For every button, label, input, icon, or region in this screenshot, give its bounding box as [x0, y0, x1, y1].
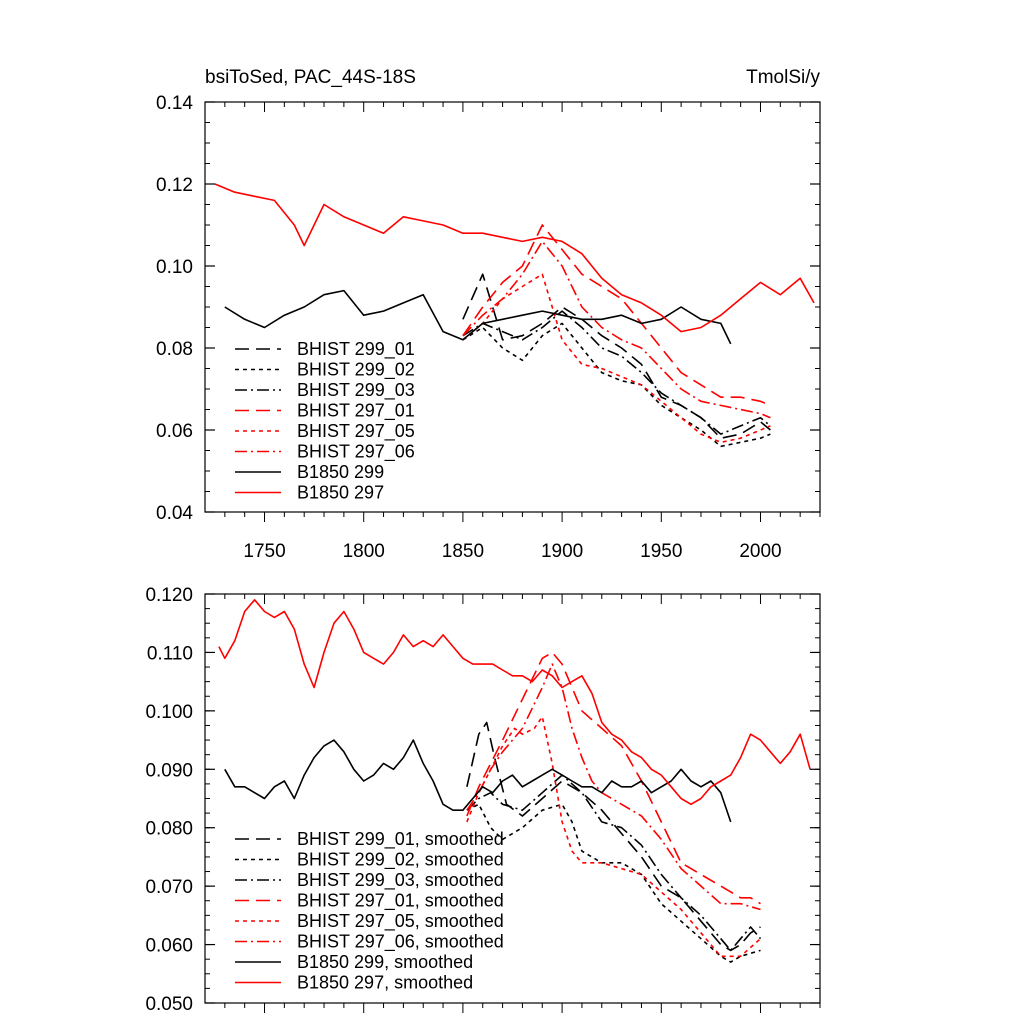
x-tick-label: 1750	[243, 541, 285, 562]
legend-label: BHIST 299_03	[297, 380, 415, 401]
y-tick-label: 0.060	[145, 936, 193, 957]
y-tick-label: 0.12	[156, 175, 193, 196]
series-line-8	[214, 183, 815, 333]
chart-title-left: bsiToSed, PAC_44S-18S	[205, 67, 416, 88]
x-tick-label: 1900	[541, 541, 583, 562]
legend-label: B1850 297, smoothed	[297, 973, 473, 993]
series-line-1	[466, 721, 761, 952]
series-line-8	[218, 598, 811, 806]
bottom-panel: 0.050 0.060 0.070 0.080 0.090 0.100 0.110 0.120…	[145, 585, 821, 1015]
legend-label: B1850 297	[297, 483, 384, 503]
y-tick-label: 0.10	[156, 257, 193, 278]
y-tick-label: 0.110	[147, 643, 193, 664]
series-line-1	[462, 273, 771, 440]
legend-label: BHIST 297_06, smoothed	[297, 932, 504, 953]
legend-label: BHIST 297_05, smoothed	[297, 911, 504, 932]
legend-label: B1850 299, smoothed	[297, 952, 473, 972]
legend-label: BHIST 297_06	[297, 442, 415, 463]
legend-label: BHIST 297_05	[297, 421, 415, 442]
series-line-7	[224, 289, 732, 345]
legend-label: BHIST 299_01, smoothed	[297, 829, 504, 850]
y-tick-label: 0.070	[145, 877, 193, 898]
legend-label: BHIST 297_01	[297, 401, 415, 422]
y-tick-label: 0.120	[145, 585, 193, 606]
series-line-5	[466, 715, 762, 958]
series-line-6	[462, 240, 771, 419]
series-line-6	[466, 663, 761, 911]
x-tick-label: 1800	[343, 541, 385, 562]
y-tick-label: 0.08	[156, 339, 193, 360]
legend-label: BHIST 299_01	[297, 339, 415, 360]
x-tick-label: 2000	[739, 541, 781, 562]
series-line-5	[462, 273, 771, 444]
y-tick-label: 0.050	[145, 994, 193, 1015]
series-line-3	[462, 310, 771, 435]
series-line-2	[462, 322, 771, 448]
y-tick-label: 0.080	[145, 819, 193, 840]
series-line-3	[466, 774, 762, 952]
legend-label: BHIST 299_02	[297, 360, 415, 381]
x-tick-label: 1850	[442, 541, 484, 562]
y-tick-label: 0.06	[156, 421, 193, 442]
legend-label: BHIST 297_01, smoothed	[297, 891, 504, 912]
series-line-7	[224, 739, 732, 823]
legend-label: B1850 299	[297, 462, 384, 482]
legend-label: BHIST 299_03, smoothed	[297, 870, 504, 891]
y-tick-label: 0.14	[156, 93, 193, 114]
series-line-4	[466, 651, 761, 905]
legend-label: BHIST 299_02, smoothed	[297, 850, 504, 871]
x-tick-label: 1950	[640, 541, 682, 562]
y-tick-label: 0.090	[145, 760, 193, 781]
y-tick-label: 0.04	[156, 503, 193, 524]
top-panel: 0.04 0.06 0.08 0.10 0.12 0.14 1750 1800 1850 1900…	[156, 93, 821, 562]
chart-title-right: TmolSi/y	[746, 67, 820, 88]
y-tick-label: 0.100	[145, 702, 193, 723]
